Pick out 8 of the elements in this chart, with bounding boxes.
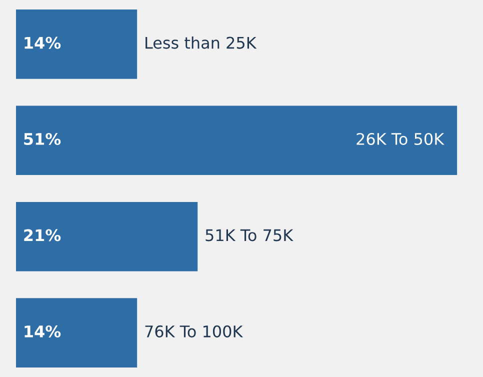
y-tick-label: Less than 25K [146,36,257,49]
y-tick-label: 26K To 50K [356,132,444,146]
data-label: 21% [24,229,61,242]
data-label: 14% [24,36,61,49]
y-tick-label: 51K To 75K [206,229,294,242]
data-label: 14% [24,325,61,338]
y-tick-label: 76K To 100K [145,325,244,338]
data-label: 51% [24,132,61,146]
